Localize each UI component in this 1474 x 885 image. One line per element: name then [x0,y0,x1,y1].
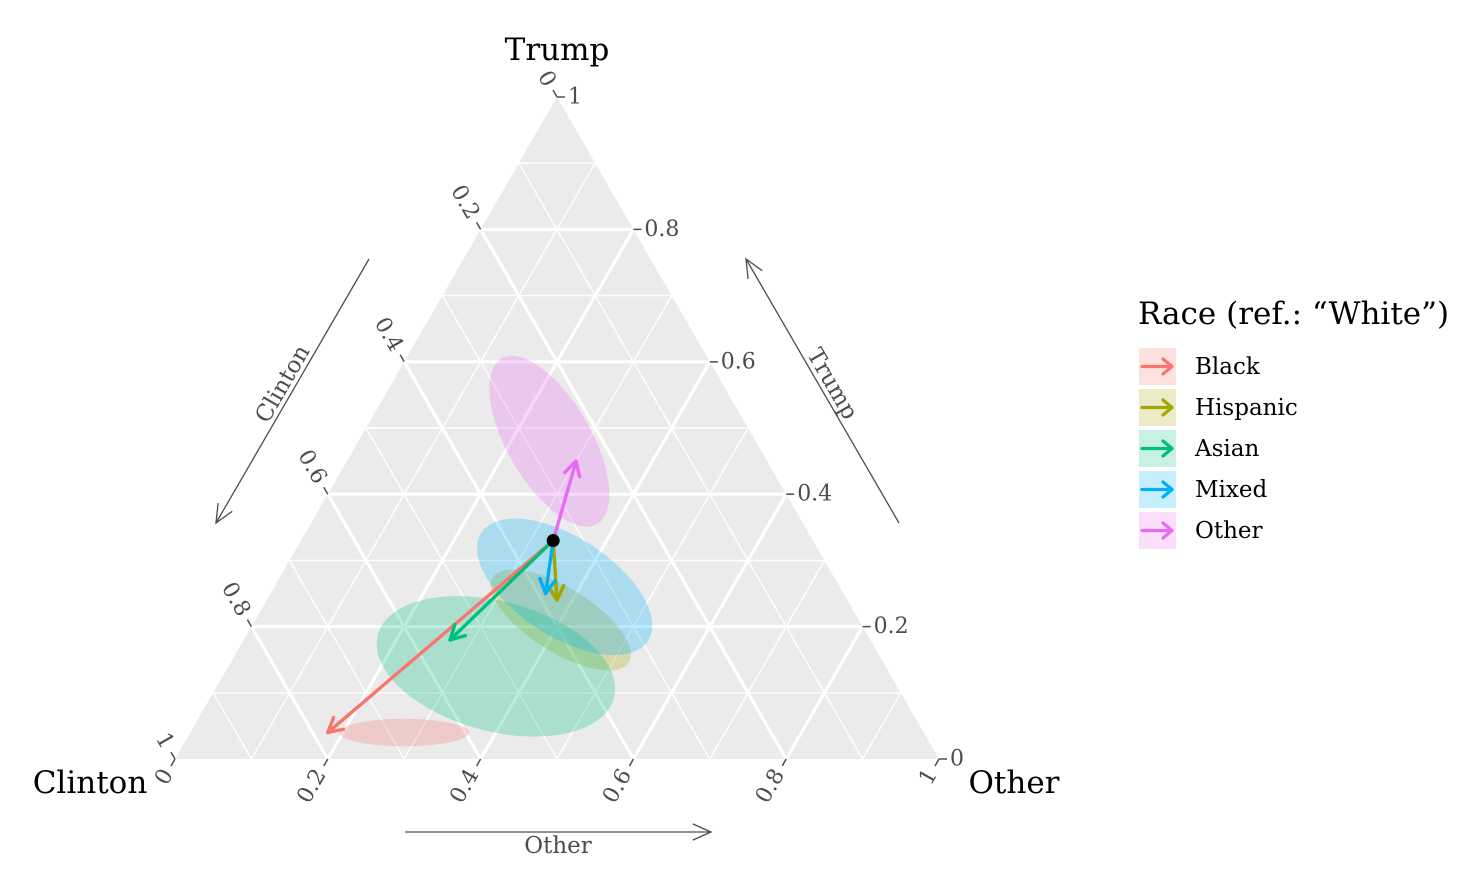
tick-other [475,758,482,767]
ellipse-hispanic [490,569,631,671]
tick-other [781,758,787,767]
tick-clinton [323,486,329,495]
ternary-grid [212,162,902,760]
tick-label-other: 0.4 [445,765,484,808]
legend-item: Asian [1138,428,1468,469]
legend-item: Mixed [1138,469,1468,510]
axis-title-trump: Trump [801,344,862,424]
legend-title: Race (ref.: “White”) [1138,296,1450,332]
tick-label-clinton: 0 [532,67,561,92]
axis-title-other: Other [524,833,592,859]
legend-arrow-icon [1140,480,1174,499]
grid-line-clinton [365,427,558,760]
legend-arrow-icon [1140,439,1174,458]
tick-label-clinton: 0.6 [292,446,331,489]
axis-arrow-clinton [215,258,370,525]
grid-line-other [861,692,902,760]
legend-items: Black Hispanic Asian Mixed Other [1138,346,1468,551]
legend-arrow-icon [1140,398,1174,417]
vertex-label-other: Other [968,765,1059,801]
axis-arrow-trump [745,257,900,524]
tick-clinton [246,619,253,627]
legend-item: Hispanic [1138,387,1468,428]
legend-key [1138,347,1177,386]
legend-key [1138,511,1177,550]
tick-label-other: 0 [150,765,179,790]
ellipse-asian [376,596,616,737]
tick-label-trump: 0.4 [797,482,832,507]
legend-label: Black [1195,353,1260,380]
tick-label-trump: 0 [950,747,964,772]
grid-line-other [403,295,673,760]
ellipse-other [489,355,610,527]
arrow-hispanic [546,538,566,602]
tick-label-clinton: 0.4 [369,313,408,356]
arrow-asian [448,538,555,642]
tick-other [934,758,940,767]
tick-label-other: 1 [914,765,943,790]
legend-key [1138,388,1177,427]
tick-label-trump: 1 [568,85,582,110]
arrow-mixed [538,538,557,596]
grid-line-other [784,625,864,760]
legend-key [1138,470,1177,509]
vertex-label-trump: Trump [505,32,610,68]
tick-other [628,758,635,767]
tick-label-other: 0.6 [598,765,637,808]
legend: Race (ref.: “White”) Black Hispanic Asian M… [1138,296,1468,551]
axis-arrow-other [405,823,713,841]
legend-label: Asian [1195,435,1260,462]
legend-key [1138,429,1177,468]
tick-clinton [552,89,558,98]
confidence-ellipses [339,355,653,747]
tick-other [170,758,176,767]
tick-label-trump: 0.2 [874,614,909,639]
tick-label-clinton: 1 [150,729,179,754]
grid-line-other [709,560,826,760]
tick-other [323,758,329,767]
grid-line-other [556,427,749,760]
tick-clinton [399,354,405,363]
legend-item: Black [1138,346,1468,387]
grid-line-clinton [250,625,330,760]
tick-label-trump: 0.8 [644,217,679,242]
legend-label: Mixed [1195,476,1268,503]
arrow-black [326,538,555,735]
grid-line-clinton [518,162,864,760]
grid-line-other [250,162,596,760]
legend-item: Other [1138,510,1468,551]
tick-label-other: 0.2 [292,765,331,808]
legend-label: Other [1195,517,1263,544]
effect-arrows [326,459,582,735]
grid-line-clinton [212,692,253,760]
arrow-other [551,459,582,543]
tick-label-trump: 0.6 [721,349,756,374]
reference-point [546,534,560,548]
grid-line-clinton [288,560,405,760]
legend-label: Hispanic [1195,394,1298,421]
legend-arrow-icon [1140,521,1174,540]
tick-clinton [475,222,482,230]
grid-line-clinton [326,493,482,760]
grid-line-clinton [441,295,711,760]
grid-line-other [632,493,788,760]
tick-label-clinton: 0.8 [216,578,255,621]
tick-label-clinton: 0.2 [445,181,484,224]
vertex-label-clinton: Clinton [33,765,148,801]
legend-arrow-icon [1140,357,1174,376]
axis-title-clinton: Clinton [250,341,315,428]
tick-clinton [170,751,176,760]
tick-label-other: 0.8 [751,765,790,808]
ellipse-black [339,718,470,747]
